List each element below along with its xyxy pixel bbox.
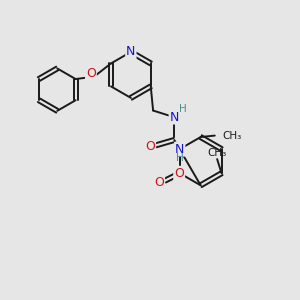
Text: O: O <box>154 176 164 189</box>
Text: N: N <box>175 142 184 156</box>
Text: CH₃: CH₃ <box>208 148 227 158</box>
Text: O: O <box>86 67 96 80</box>
Text: N: N <box>169 110 179 124</box>
Text: N: N <box>126 45 136 58</box>
Text: O: O <box>145 140 155 153</box>
Text: H: H <box>179 104 186 114</box>
Text: O: O <box>174 167 184 180</box>
Text: H: H <box>176 153 184 163</box>
Text: CH₃: CH₃ <box>222 130 242 141</box>
